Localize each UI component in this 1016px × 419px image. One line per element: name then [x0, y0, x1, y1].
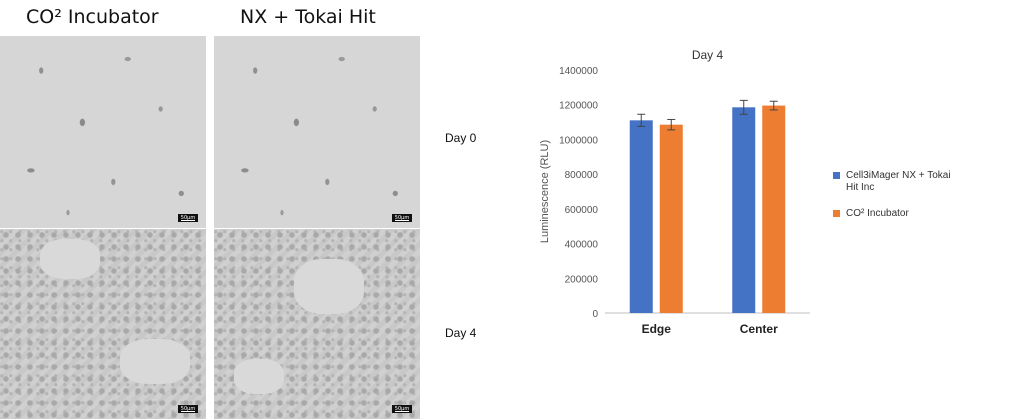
y-tick-label: 1400000	[559, 66, 598, 77]
bar	[762, 105, 786, 313]
y-tick-label: 1000000	[559, 135, 598, 146]
micrograph-nx-day0: 50µm	[214, 36, 420, 228]
legend-item-nx: Cell3iMager NX + Tokai Hit Inc	[833, 170, 956, 194]
nx-column-title: NX + Tokai Hit	[240, 6, 376, 28]
y-tick-label: 200000	[565, 274, 599, 285]
co2-column-title: CO² Incubator	[26, 6, 159, 28]
y-tick-label: 600000	[565, 205, 599, 216]
bar	[629, 120, 653, 313]
micrograph-co2-day0: 50µm	[0, 36, 206, 228]
scale-bar: 50µm	[178, 405, 198, 413]
legend-item-co2: CO² Incubator	[833, 208, 956, 220]
bar	[659, 124, 683, 313]
x-tick-label: Center	[740, 322, 778, 336]
scale-bar: 50µm	[392, 405, 412, 413]
micrograph-nx-day4: 50µm	[214, 229, 420, 419]
luminescence-bar-chart: Day 4 1400000 1200000 1000000 800000 600000 40…	[539, 48, 810, 336]
row-label-day4: Day 4	[445, 326, 477, 340]
y-tick-label: 400000	[565, 240, 599, 251]
chart-title: Day 4	[692, 48, 724, 62]
legend-swatch-nx	[833, 172, 840, 179]
micrograph-co2-day4: 50µm	[0, 229, 206, 419]
scale-bar: 50µm	[178, 214, 198, 222]
y-axis-label: Luminescence (RLU)	[539, 140, 551, 243]
y-tick-label: 1200000	[559, 101, 598, 112]
x-tick-label: Edge	[642, 322, 672, 336]
y-tick-label: 800000	[565, 170, 599, 181]
legend-label: CO² Incubator	[846, 208, 909, 219]
legend-label: Cell3iMager NX + Tokai Hit Inc	[846, 170, 951, 193]
y-tick-label: 0	[592, 309, 598, 320]
row-label-day0: Day 0	[445, 131, 477, 145]
chart-legend: Cell3iMager NX + Tokai Hit Inc CO² Incub…	[833, 170, 956, 234]
legend-swatch-co2	[833, 210, 840, 217]
bar	[732, 107, 756, 313]
scale-bar: 50µm	[392, 214, 412, 222]
